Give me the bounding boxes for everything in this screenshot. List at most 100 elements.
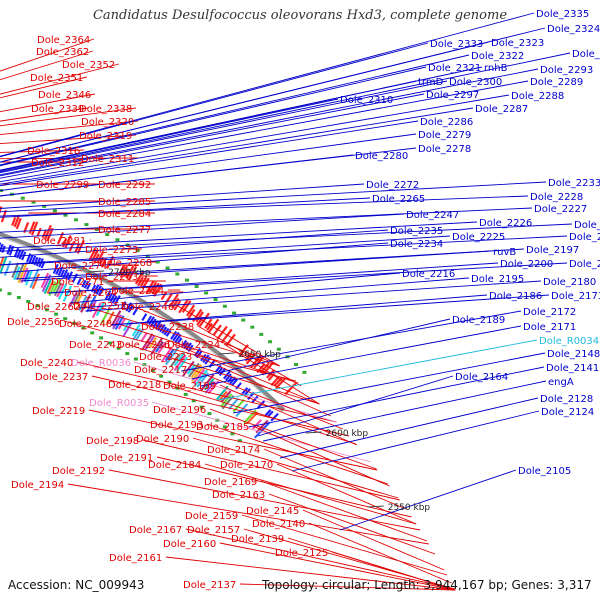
right-gene-label: Dole_2321: [428, 63, 481, 74]
middle-feature: [140, 332, 148, 343]
right-gene-label: Dole_2301: [572, 49, 600, 60]
right-gene-label: Dole_2310: [340, 95, 393, 106]
middle-feature: [100, 308, 111, 324]
middle-feature: [57, 283, 68, 300]
left-gene-label: Dole_2219: [32, 406, 85, 417]
forward-feature: [13, 214, 20, 228]
reverse-feature: [93, 284, 100, 294]
left-leader-line: [276, 463, 417, 525]
forward-feature: [96, 251, 104, 264]
reverse-feature: [154, 320, 162, 330]
reverse-feature: [18, 250, 25, 260]
right-leader-line: [0, 207, 533, 233]
left-leader-line: [268, 493, 436, 555]
right-gene-label: Dole_2287: [475, 104, 528, 115]
reverse-feature: [150, 318, 157, 327]
right-gene-label: Dole_2172: [523, 307, 576, 318]
feature-marker: [230, 432, 235, 436]
left-leader-line: [195, 355, 332, 417]
left-leader-line: [164, 383, 357, 445]
feature-marker: [90, 331, 95, 335]
right-leader-line: [0, 94, 510, 183]
middle-feature: [89, 299, 98, 313]
feature-marker: [183, 392, 188, 396]
left-gene-label: Dole_2198: [86, 436, 139, 447]
feature-marker: [52, 209, 57, 213]
left-gene-label: Dole_2161: [109, 553, 162, 564]
left-leader-line: [260, 480, 428, 542]
right-leader-line: [181, 310, 522, 372]
left-gene-label: Dole_2243: [69, 340, 122, 351]
middle-feature: [228, 397, 240, 410]
right-gene-label: Dole_2201: [569, 232, 600, 243]
forward-feature: [41, 229, 47, 239]
right-gene-label: Dole_2148: [547, 349, 600, 360]
middle-feature: [150, 337, 164, 356]
kbp-tick-label: 2550 kbp: [388, 503, 431, 513]
left-leader-line: [219, 542, 456, 591]
forward-feature: [253, 356, 265, 369]
reverse-feature: [132, 306, 139, 316]
left-leader-line: [76, 361, 337, 423]
middle-feature: [157, 342, 167, 354]
right-gene-label: Dole_2286: [420, 117, 473, 128]
right-gene-label: Dole_2335: [536, 9, 589, 20]
left-gene-label: Dole_2285: [98, 197, 151, 208]
left-gene-label: Dole_2218: [108, 380, 161, 391]
right-gene-label: Dole_2233: [548, 178, 600, 189]
left-gene-label: Dole_R0035: [89, 398, 149, 409]
feature-marker: [167, 380, 172, 384]
right-gene-label: Dole_2227: [534, 204, 587, 215]
right-gene-label: Dole_2189: [452, 315, 505, 326]
forward-feature: [220, 328, 233, 344]
accession-label: Accession: NC_009943: [8, 578, 145, 592]
left-leader-line: [209, 408, 377, 470]
middle-feature: [243, 409, 257, 424]
reverse-feature: [86, 282, 92, 290]
left-leader-line: [67, 483, 430, 545]
right-leader-line: [48, 262, 568, 294]
feature-marker: [207, 412, 212, 416]
left-leader-line: [302, 509, 445, 571]
left-leader-line: [204, 463, 417, 525]
right-gene-label: Dole_2128: [540, 394, 593, 405]
left-gene-label: Dole_2145: [246, 506, 299, 517]
right-gene-label: Dole_2197: [526, 245, 579, 256]
left-gene-label: Dole_2125: [275, 548, 328, 559]
right-gene-label: Dole_2171: [523, 322, 576, 333]
left-gene-label: Dole_2240: [20, 358, 73, 369]
reverse-feature: [55, 267, 61, 275]
right-leader-line: [0, 213, 405, 239]
right-leader-line: [0, 12, 535, 157]
forward-feature: [192, 308, 203, 323]
feature-marker: [31, 200, 36, 204]
right-leader-line: [69, 272, 401, 304]
left-leader-line: [241, 514, 448, 576]
forward-feature: [225, 333, 236, 346]
right-leader-line: [0, 183, 365, 209]
middle-feature: [200, 373, 215, 392]
reverse-feature: [127, 305, 134, 313]
reverse-feature: [170, 330, 178, 340]
feature-marker: [84, 223, 89, 227]
right-gene-label: rnhB: [484, 63, 508, 74]
forward-feature: [127, 265, 138, 281]
right-leader-line: [79, 277, 470, 309]
right-gene-label: Dole_2289: [530, 77, 583, 88]
left-leader-line: [0, 38, 95, 72]
left-leader-line: [142, 439, 400, 501]
forward-feature: [198, 312, 210, 327]
right-gene-label: Dole_2235: [390, 226, 443, 237]
reverse-feature: [180, 339, 188, 348]
left-gene-label: Dole_2246: [121, 302, 174, 313]
middle-feature: [148, 337, 158, 349]
reverse-feature: [200, 353, 207, 362]
reverse-feature: [81, 279, 87, 288]
feature-marker: [175, 272, 180, 276]
right-gene-label: Dole_2216: [402, 269, 455, 280]
right-gene-label: Dole_2293: [540, 65, 593, 76]
right-leader-line: [233, 352, 546, 414]
forward-feature: [206, 322, 213, 331]
forward-feature: [216, 325, 228, 341]
middle-feature: [173, 351, 186, 367]
